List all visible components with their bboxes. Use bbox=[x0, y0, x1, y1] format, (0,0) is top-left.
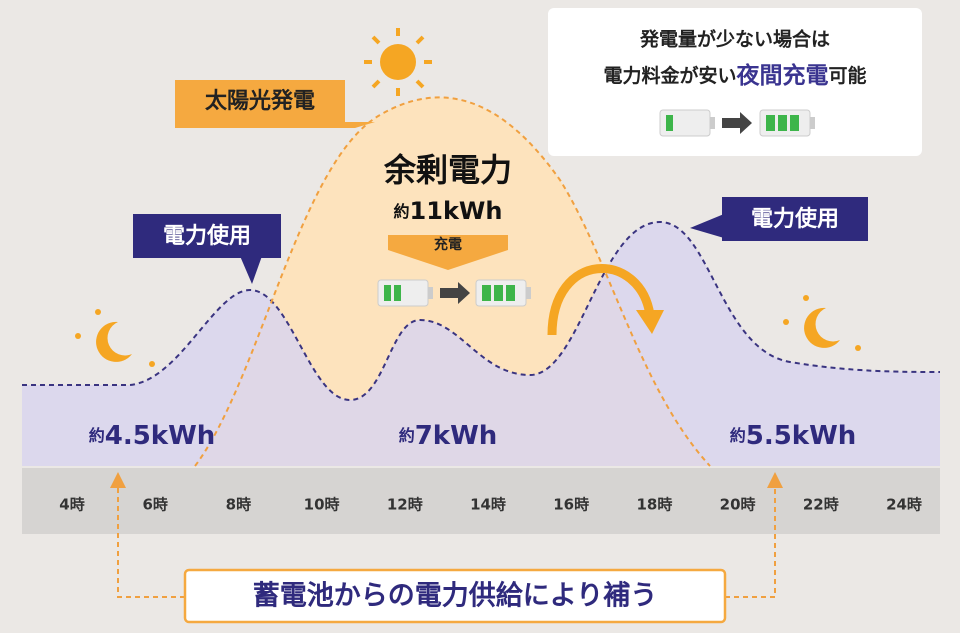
prefix: 約 bbox=[730, 426, 746, 445]
solar-line bbox=[194, 96, 711, 467]
usage-label: 電力使用 bbox=[163, 224, 251, 249]
arrow-head bbox=[636, 310, 664, 334]
hour-label: 14時 bbox=[470, 496, 506, 514]
moon-icon bbox=[96, 321, 132, 362]
surplus-title: 余剰電力 bbox=[383, 151, 512, 189]
charge-arrow bbox=[388, 235, 508, 270]
amount: 7kWh bbox=[415, 421, 498, 451]
battery-icons bbox=[659, 109, 815, 137]
sun-icon bbox=[364, 28, 432, 96]
hour-label: 18時 bbox=[636, 496, 672, 514]
amount: 5.5kWh bbox=[746, 421, 857, 451]
prefix: 約 bbox=[89, 426, 105, 445]
amount: 11kWh bbox=[410, 197, 503, 225]
charge-label: 充電 bbox=[434, 236, 462, 253]
hour-label: 6時 bbox=[142, 496, 167, 514]
hour-label: 20時 bbox=[720, 496, 756, 514]
footer-text: 蓄電池からの電力供給により補う bbox=[253, 580, 657, 612]
hour-label: 24時 bbox=[886, 496, 922, 514]
info-highlight: 夜間充電 bbox=[736, 62, 829, 89]
period-amount: 約7kWh bbox=[399, 421, 498, 451]
supply-connector bbox=[725, 472, 783, 598]
amount: 4.5kWh bbox=[105, 421, 216, 451]
usage-label: 電力使用 bbox=[751, 207, 839, 232]
footer-box bbox=[183, 568, 727, 624]
hour-label: 12時 bbox=[387, 496, 423, 514]
hour-label: 8時 bbox=[226, 496, 251, 514]
usage-area bbox=[22, 222, 940, 466]
hour-label: 16時 bbox=[553, 496, 589, 514]
info-text: 可能 bbox=[829, 64, 867, 87]
info-line1: 発電量が少ない場合は bbox=[639, 28, 830, 51]
solar-label-bg bbox=[175, 80, 345, 124]
supply-connector bbox=[110, 472, 185, 598]
period-amount: 約5.5kWh bbox=[730, 421, 857, 451]
info-box bbox=[548, 8, 922, 156]
usage-box bbox=[133, 214, 281, 258]
usage-box bbox=[722, 197, 868, 241]
stars bbox=[75, 295, 861, 367]
info-text: 電力料金が安い bbox=[603, 64, 736, 87]
curved-arrow bbox=[547, 264, 655, 336]
usage-pointer bbox=[690, 214, 724, 238]
period-amount: 約4.5kWh bbox=[89, 421, 216, 451]
usage-pointer bbox=[240, 256, 262, 284]
battery-icons bbox=[377, 279, 531, 307]
hour-label: 22時 bbox=[803, 496, 839, 514]
moon-icon bbox=[804, 307, 840, 348]
hour-label: 10時 bbox=[304, 496, 340, 514]
info-line2: 電力料金が安い夜間充電可能 bbox=[603, 62, 866, 89]
time-axis bbox=[22, 468, 940, 534]
prefix: 約 bbox=[399, 426, 415, 445]
hour-label: 4時 bbox=[59, 496, 84, 514]
usage-line bbox=[22, 220, 941, 402]
prefix: 約 bbox=[394, 202, 410, 221]
solar-label: 太陽光発電 bbox=[205, 89, 315, 114]
surplus-amount: 約11kWh bbox=[394, 197, 503, 225]
